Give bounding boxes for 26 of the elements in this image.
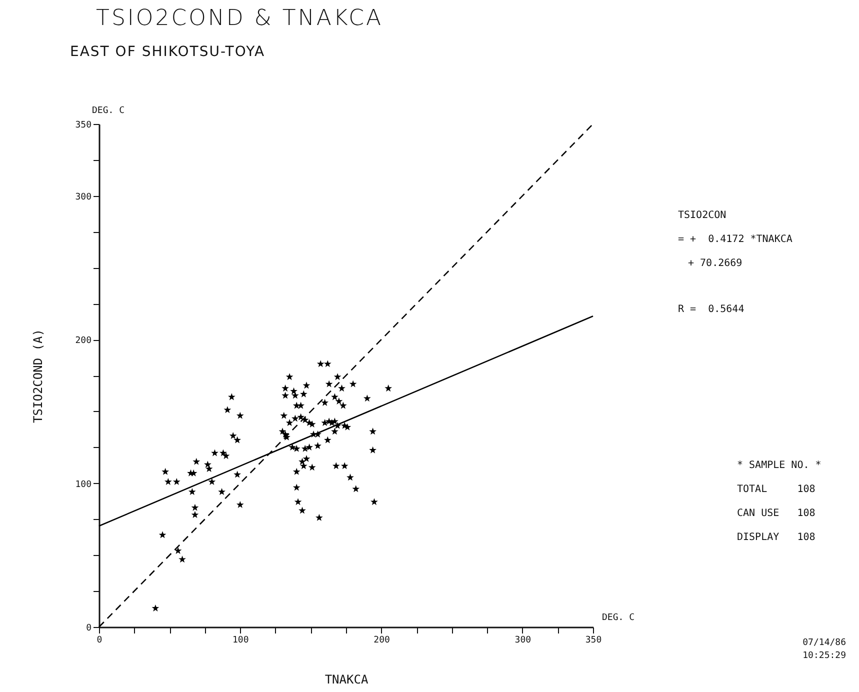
chart-subtitle: EAST OF SHIKOTSU-TOYA	[70, 44, 266, 60]
text: + 70.2669	[688, 258, 742, 269]
text: DISPLAY 108	[737, 532, 816, 543]
y-tick-label: 350	[75, 120, 92, 130]
y-tick-label: 100	[75, 480, 92, 490]
text: DEG. C	[92, 106, 125, 116]
text: * SAMPLE NO. *	[737, 460, 822, 471]
x-axis-title: TNAKCA	[324, 672, 369, 686]
x-tick-label: 350	[585, 636, 602, 646]
x-tick-label: 100	[232, 636, 249, 646]
text: TSIO2CON	[678, 210, 726, 221]
text: DEG. C	[602, 613, 635, 623]
text: = + 0.4172 *TNAKCA	[678, 234, 792, 245]
text: 07/14/86	[802, 638, 846, 648]
y-tick-label: 200	[75, 336, 92, 346]
x-tick-label: 0	[96, 636, 102, 646]
x-tick-label: 200	[374, 636, 390, 646]
x-tick-label: 300	[514, 636, 532, 646]
text: TOTAL 108	[737, 484, 816, 495]
text: R = 0.5644	[678, 304, 744, 315]
text: 10:25:29	[802, 651, 846, 661]
y-tick-label: 0	[86, 624, 92, 634]
chart-title: TSIO2COND & TNAKCA	[96, 6, 384, 31]
text: CAN USE 108	[737, 508, 816, 519]
y-axis-title: TSIO2COND (A)	[31, 329, 46, 423]
y-tick-label: 300	[75, 192, 92, 202]
